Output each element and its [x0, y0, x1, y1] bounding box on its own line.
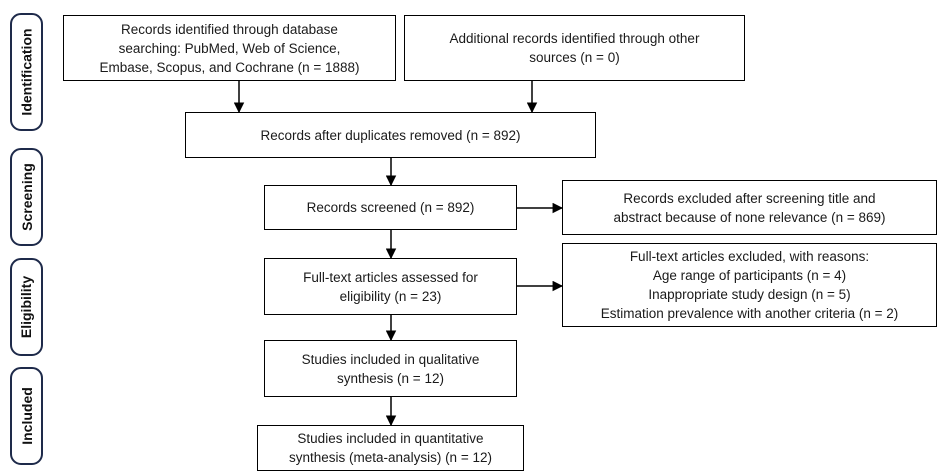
stage-eligibility-text: Eligibility [18, 275, 35, 339]
stage-included-text: Included [18, 387, 35, 445]
box-records-excluded: Records excluded after screening title a… [562, 180, 937, 235]
box-text-line: Age range of participants (n = 4) [652, 268, 847, 283]
box-text-line: Embase, Scopus, and Cochrane (n = 1888) [99, 59, 360, 75]
box-text-line: abstract because of none relevance (n = … [613, 209, 886, 225]
box-text-line: searching: PubMed, Web of Science, [118, 40, 341, 56]
box-fulltext-assessed: Full-text articles assessed for eligibil… [264, 258, 517, 315]
box-other-sources: Additional records identified through ot… [404, 15, 745, 81]
box-qualitative-synthesis: Studies included in qualitative synthesi… [264, 340, 517, 397]
box-text-line: Inappropriate study design (n = 5) [648, 287, 851, 302]
box-text-line: Studies included in qualitative [301, 351, 480, 367]
box-records-screened: Records screened (n = 892) [264, 185, 517, 230]
box-text-line: Estimation prevalence with another crite… [600, 306, 899, 321]
box-quantitative-synthesis: Studies included in quantitative synthes… [257, 425, 524, 471]
stage-label-included: Included [10, 367, 43, 465]
box-text-line: eligibility (n = 23) [339, 288, 442, 304]
box-text-line: Records after duplicates removed (n = 89… [260, 127, 521, 143]
box-text-line: Full-text articles assessed for [303, 269, 478, 285]
stage-screening-text: Screening [18, 163, 35, 231]
stage-identification-text: Identification [18, 28, 35, 116]
box-text-line: Records excluded after screening title a… [623, 190, 876, 206]
box-text-line: synthesis (meta-analysis) (n = 12) [289, 450, 492, 465]
box-text-line: Records screened (n = 892) [306, 200, 475, 215]
stage-label-screening: Screening [10, 148, 43, 246]
stage-label-identification: Identification [10, 13, 43, 131]
box-text-line: Records identified through database [121, 21, 338, 37]
box-text-line: synthesis (n = 12) [337, 370, 444, 386]
box-text-line: sources (n = 0) [529, 50, 620, 65]
box-text-line: Studies included in quantitative [297, 431, 484, 446]
box-fulltext-excluded: Full-text articles excluded, with reason… [562, 243, 937, 327]
box-text-line: Additional records identified through ot… [449, 31, 700, 46]
box-duplicates-removed: Records after duplicates removed (n = 89… [185, 112, 596, 158]
box-text-line: Full-text articles excluded, with reason… [629, 249, 870, 264]
stage-label-eligibility: Eligibility [10, 258, 43, 356]
box-database-records: Records identified through database sear… [63, 15, 396, 81]
